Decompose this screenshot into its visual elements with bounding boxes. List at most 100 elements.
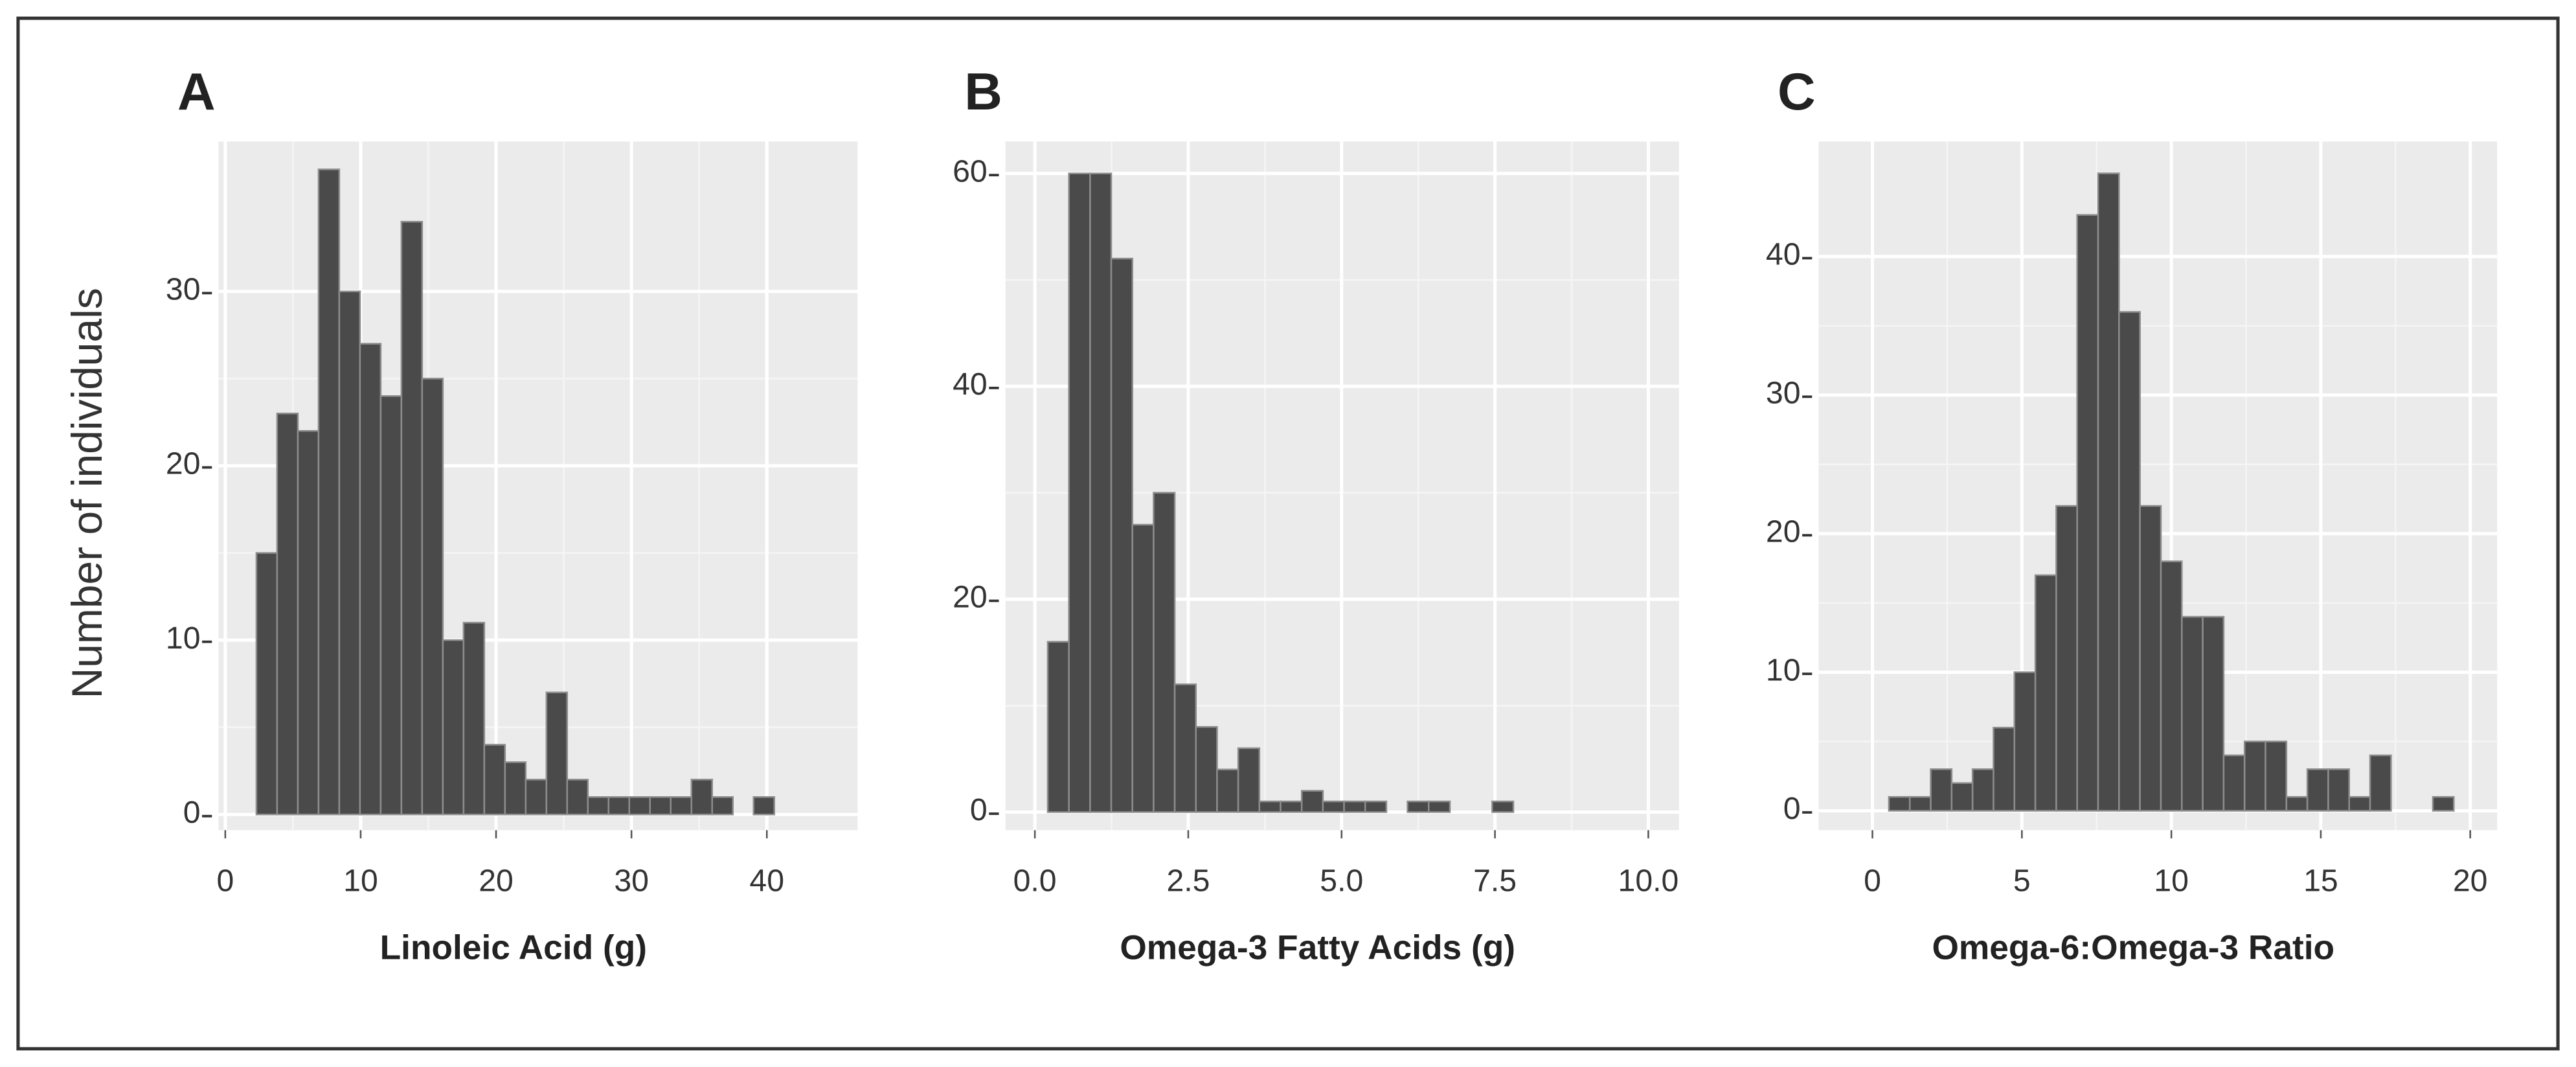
bar bbox=[690, 779, 714, 816]
bar bbox=[1237, 747, 1261, 813]
bar bbox=[1364, 800, 1388, 813]
panel-label: C bbox=[1778, 63, 1816, 121]
bar bbox=[1993, 726, 2016, 812]
y-tick-label: 60 bbox=[953, 154, 988, 189]
bar bbox=[2076, 214, 2099, 812]
y-tick-label: 0 bbox=[1783, 791, 1801, 826]
x-tick-label: 30 bbox=[614, 863, 649, 898]
bar bbox=[359, 343, 382, 816]
bar bbox=[2013, 671, 2037, 812]
bar bbox=[462, 621, 486, 816]
bar bbox=[338, 290, 361, 816]
bar bbox=[1971, 768, 1994, 812]
y-tick-label: 0 bbox=[183, 795, 201, 830]
bar bbox=[2160, 560, 2183, 812]
bar bbox=[2202, 615, 2225, 812]
bar bbox=[400, 220, 424, 816]
x-tick-label: 20 bbox=[479, 863, 514, 898]
bar bbox=[670, 796, 693, 816]
bar bbox=[1280, 800, 1303, 813]
bar bbox=[1216, 768, 1239, 813]
y-tick-label: 40 bbox=[953, 367, 988, 402]
bar bbox=[255, 552, 278, 816]
x-tick-label: 15 bbox=[2303, 863, 2338, 898]
y-tick-label: 30 bbox=[166, 272, 201, 307]
bar bbox=[2180, 615, 2204, 812]
bar bbox=[2097, 172, 2120, 812]
bar bbox=[2432, 796, 2455, 812]
y-tick-label: 20 bbox=[166, 446, 201, 481]
bar bbox=[1258, 800, 1282, 813]
y-tick-label: 0 bbox=[970, 792, 988, 827]
bar bbox=[607, 796, 631, 816]
x-tick-label: 0 bbox=[216, 863, 234, 898]
y-axis-label: Number of individuals bbox=[63, 288, 111, 698]
bar bbox=[317, 168, 341, 816]
bar bbox=[2306, 768, 2329, 812]
bar bbox=[2118, 311, 2141, 812]
x-tick-label: 5 bbox=[2013, 863, 2031, 898]
bar bbox=[442, 639, 465, 816]
bar bbox=[1888, 796, 1911, 812]
bar bbox=[2348, 796, 2371, 812]
x-tick-label: 2.5 bbox=[1166, 863, 1210, 898]
bar bbox=[1407, 800, 1430, 813]
x-axis-label: Omega-6:Omega-3 Ratio bbox=[1932, 929, 2334, 967]
bar bbox=[1300, 790, 1324, 813]
bar bbox=[2034, 574, 2057, 812]
bar bbox=[1046, 641, 1070, 813]
bar bbox=[628, 796, 651, 816]
bar bbox=[297, 430, 320, 816]
y-tick-label: 10 bbox=[1766, 652, 1801, 687]
bar bbox=[421, 378, 444, 816]
x-tick-label: 10 bbox=[2154, 863, 2189, 898]
bar bbox=[525, 779, 548, 816]
y-tick-label: 40 bbox=[1766, 237, 1801, 272]
bar bbox=[2055, 505, 2078, 812]
bar bbox=[2369, 754, 2392, 812]
bar bbox=[1322, 800, 1345, 813]
bar bbox=[1173, 683, 1197, 813]
bar bbox=[483, 744, 506, 816]
bar bbox=[587, 796, 610, 816]
x-tick-label: 40 bbox=[749, 863, 784, 898]
panel-label: A bbox=[177, 63, 216, 121]
bar bbox=[1428, 800, 1451, 813]
bar bbox=[2327, 768, 2351, 812]
x-tick-label: 20 bbox=[2453, 863, 2488, 898]
bar bbox=[1068, 172, 1091, 813]
x-tick-label: 0.0 bbox=[1013, 863, 1057, 898]
bar bbox=[1343, 800, 1366, 813]
bar bbox=[649, 796, 672, 816]
bar bbox=[1110, 257, 1134, 813]
bar bbox=[2139, 505, 2162, 812]
bar bbox=[1131, 523, 1155, 813]
x-tick-label: 5.0 bbox=[1320, 863, 1363, 898]
bar bbox=[566, 779, 589, 816]
y-tick-label: 20 bbox=[1766, 514, 1801, 549]
y-tick-label: 30 bbox=[1766, 376, 1801, 411]
bar bbox=[2243, 740, 2266, 812]
bar bbox=[545, 691, 569, 816]
x-tick-label: 7.5 bbox=[1473, 863, 1517, 898]
bar bbox=[1089, 172, 1113, 813]
bar bbox=[379, 395, 403, 816]
y-tick-label: 10 bbox=[166, 621, 201, 656]
panel-label: B bbox=[964, 63, 1002, 121]
bar bbox=[1908, 796, 1932, 812]
bar bbox=[1491, 800, 1515, 813]
bar bbox=[276, 412, 299, 816]
bar bbox=[1930, 768, 1953, 812]
bar bbox=[504, 761, 527, 816]
bar bbox=[1195, 726, 1218, 813]
x-axis-label: Linoleic Acid (g) bbox=[380, 929, 647, 967]
bar bbox=[2265, 740, 2288, 812]
bar bbox=[1950, 782, 1974, 812]
bar bbox=[711, 796, 734, 816]
x-tick-label: 10 bbox=[343, 863, 378, 898]
x-tick-label: 0 bbox=[1864, 863, 1881, 898]
x-tick-label: 10.0 bbox=[1618, 863, 1679, 898]
bar bbox=[2222, 754, 2246, 812]
